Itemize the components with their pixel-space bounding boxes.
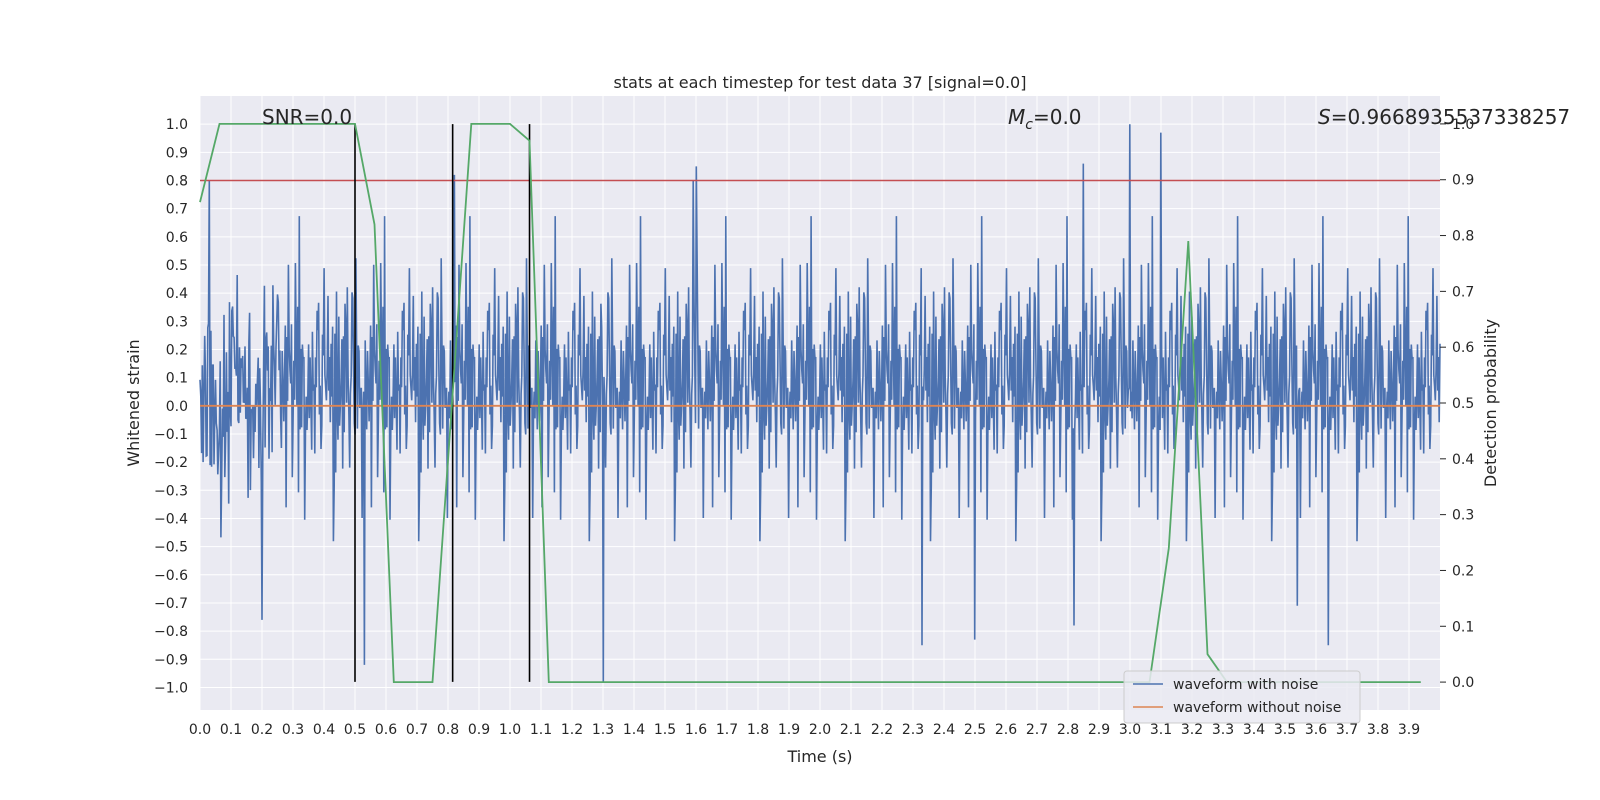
- y-axis-label: Whitened strain: [124, 339, 143, 466]
- x-tick-label: 2.9: [1088, 722, 1110, 738]
- x-tick-label: 2.2: [871, 722, 893, 738]
- legend-entry-clean: waveform without noise: [1173, 700, 1341, 716]
- y-tick-label: −1.0: [154, 680, 188, 696]
- y-axis: −1.0 −0.9 −0.8 −0.7 −0.6 −0.5 −0.4 −0.3 −0.2 −0.1…: [154, 117, 188, 696]
- chart-title: stats at each timestep for test data 37 …: [614, 73, 1027, 92]
- series-waveform-with-noise: [199, 124, 1441, 682]
- noise-series: [199, 124, 1441, 682]
- x-tick-label: 0.1: [220, 722, 242, 738]
- snr-annotation: SNR=0.0: [262, 105, 352, 129]
- y-tick-label: 0.9: [166, 145, 188, 161]
- y2-tick-label: 0.5: [1452, 396, 1474, 412]
- y-tick-label: −0.1: [154, 427, 188, 443]
- x-tick-label: 2.8: [1057, 722, 1079, 738]
- y-tick-label: −0.9: [154, 652, 188, 668]
- x-tick-label: 0.7: [406, 722, 428, 738]
- s-annotation: S=0.9668935537338257: [1318, 105, 1570, 129]
- y-tick-label: 1.0: [166, 117, 188, 133]
- x-tick-label: 1.7: [716, 722, 738, 738]
- x-tick-label: 1.8: [747, 722, 769, 738]
- x-tick-label: 3.1: [1150, 722, 1172, 738]
- x-tick-label: 1.4: [623, 722, 645, 738]
- y-tick-label: 0.5: [166, 258, 188, 274]
- mc-annotation: Mc=0.0: [1008, 105, 1082, 133]
- x-tick-label: 2.5: [964, 722, 986, 738]
- y2-tick-label: 0.4: [1452, 452, 1474, 468]
- x-tick-label: 2.4: [933, 722, 955, 738]
- y2-tick-label: 1.0: [1452, 117, 1474, 133]
- y2-tick-label: 0.6: [1452, 340, 1474, 356]
- y2-axis: 0.0 0.1 0.2 0.3 0.4 0.5 0.6 0.7 0.8 0.9 1.0: [1440, 117, 1474, 691]
- y-tick-label: 0.2: [166, 342, 188, 358]
- y-tick-label: −0.6: [154, 568, 188, 584]
- x-tick-label: 2.7: [1026, 722, 1048, 738]
- x-tick-label: 3.4: [1243, 722, 1265, 738]
- mc-value: =0.0: [1033, 105, 1082, 129]
- x-tick-label: 3.8: [1367, 722, 1389, 738]
- y-tick-label: 0.7: [166, 202, 188, 218]
- marks: [199, 123, 1440, 683]
- y2-tick-label: 0.9: [1452, 173, 1474, 189]
- x-tick-label: 3.9: [1398, 722, 1420, 738]
- x-tick-label: 1.6: [685, 722, 707, 738]
- y2-tick-label: 0.1: [1452, 619, 1474, 635]
- y2-tick-label: 0.2: [1452, 563, 1474, 579]
- x-tick-label: 1.2: [561, 722, 583, 738]
- x-tick-label: 3.6: [1305, 722, 1327, 738]
- x-tick-label: 0.5: [344, 722, 366, 738]
- x-tick-label: 0.2: [251, 722, 273, 738]
- y2-tick-label: 0.3: [1452, 508, 1474, 524]
- x-tick-label: 1.3: [592, 722, 614, 738]
- y-tick-label: 0.8: [166, 173, 188, 189]
- x-tick-label: 0.4: [313, 722, 335, 738]
- y-tick-label: 0.1: [166, 371, 188, 387]
- y-tick-label: −0.3: [154, 483, 188, 499]
- x-tick-label: 2.3: [902, 722, 924, 738]
- x-tick-label: 1.9: [778, 722, 800, 738]
- x-tick-label: 3.2: [1181, 722, 1203, 738]
- x-tick-label: 0.0: [189, 722, 211, 738]
- x-tick-label: 1.0: [499, 722, 521, 738]
- x-tick-label: 2.0: [809, 722, 831, 738]
- y-tick-label: 0.0: [166, 399, 188, 415]
- y-tick-label: 0.3: [166, 314, 188, 330]
- y-tick-label: −0.2: [154, 455, 188, 471]
- legend: waveform with noise waveform without noi…: [1123, 670, 1361, 724]
- x-tick-label: 2.1: [840, 722, 862, 738]
- x-tick-label: 3.7: [1336, 722, 1358, 738]
- x-tick-label: 0.6: [375, 722, 397, 738]
- s-symbol: S: [1318, 105, 1331, 129]
- x-tick-label: 0.8: [437, 722, 459, 738]
- y-tick-label: −0.8: [154, 624, 188, 640]
- series-detection-probability: [199, 123, 1421, 683]
- legend-box: [1123, 670, 1361, 724]
- y-tick-label: −0.5: [154, 540, 188, 556]
- y2-tick-label: 0.8: [1452, 229, 1474, 245]
- y-tick-label: −0.4: [154, 511, 188, 527]
- x-tick-label: 3.3: [1212, 722, 1234, 738]
- y-tick-label: 0.4: [166, 286, 188, 302]
- y2-tick-label: 0.7: [1452, 284, 1474, 300]
- y-tick-label: −0.7: [154, 596, 188, 612]
- x-tick-label: 0.3: [282, 722, 304, 738]
- mc-symbol: M: [1008, 105, 1025, 129]
- mc-subscript: c: [1025, 117, 1033, 133]
- x-tick-label: 0.9: [468, 722, 490, 738]
- x-tick-label: 1.1: [530, 722, 552, 738]
- x-axis: 0.0 0.1 0.2 0.3 0.4 0.5 0.6 0.7 0.8 0.9 1.0 1.1 1.2 1…: [189, 722, 1420, 738]
- y2-axis-label: Detection probability: [1481, 319, 1500, 487]
- y-tick-label: 0.6: [166, 230, 188, 246]
- s-value: =0.9668935537338257: [1331, 105, 1570, 129]
- x-axis-label: Time (s): [786, 747, 852, 766]
- x-tick-label: 3.5: [1274, 722, 1296, 738]
- x-tick-label: 2.6: [995, 722, 1017, 738]
- x-tick-label: 3.0: [1119, 722, 1141, 738]
- y2-tick-label: 0.0: [1452, 675, 1474, 691]
- x-tick-label: 1.5: [654, 722, 676, 738]
- legend-entry-noise: waveform with noise: [1173, 677, 1318, 693]
